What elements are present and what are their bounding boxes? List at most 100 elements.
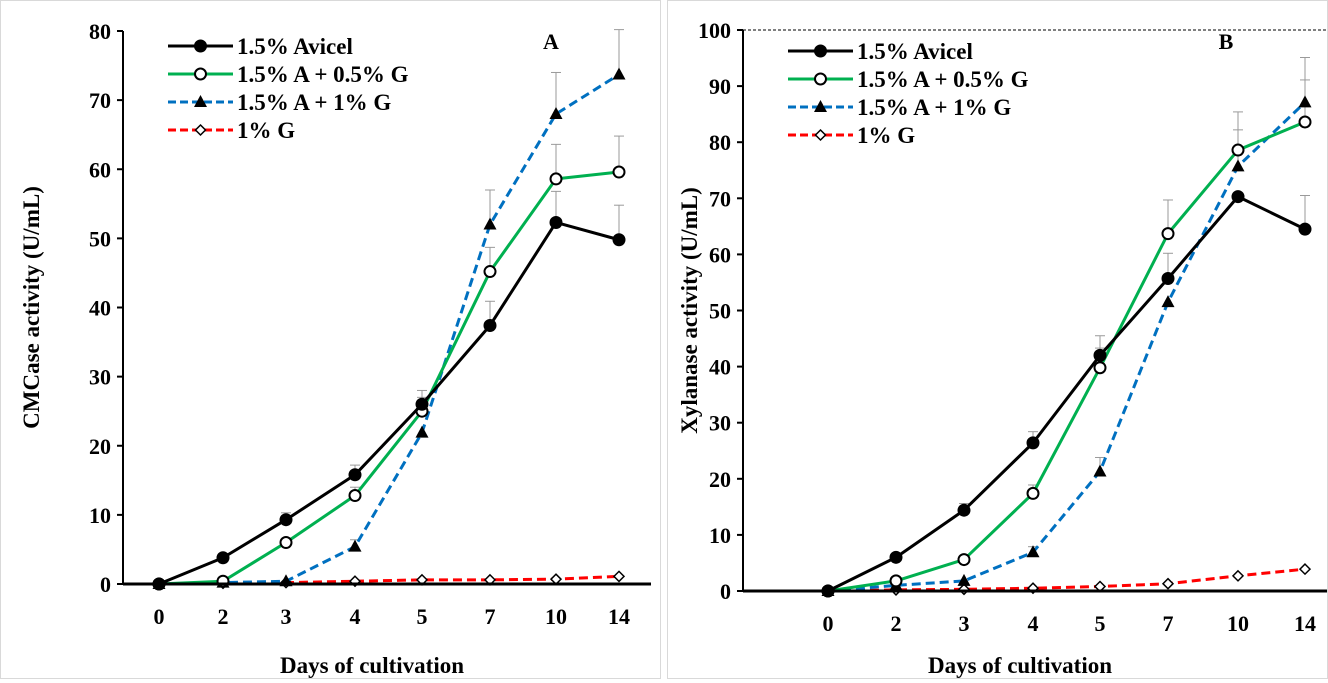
data-point: [1026, 436, 1040, 450]
data-point: [483, 217, 497, 230]
series-line: [827, 567, 1306, 593]
x-tick-label: 7: [485, 604, 496, 629]
x-tick-label: 10: [1227, 611, 1249, 636]
data-point: [348, 489, 362, 503]
data-point: [957, 553, 971, 567]
x-tick-label: 10: [545, 604, 567, 629]
series-line: [158, 73, 620, 586]
legend-label: 1.5% A + 1% G: [237, 90, 391, 115]
legend-marker: [194, 95, 207, 107]
data-point: [1161, 272, 1175, 286]
series-line: [158, 170, 620, 586]
data-point: [612, 570, 626, 583]
y-tick-label: 90: [709, 74, 731, 99]
x-axis-title: Days of cultivation: [280, 653, 464, 678]
x-tick-label: 4: [1028, 611, 1039, 636]
legend-label: 1% G: [237, 118, 295, 143]
chart-panel-b: 0 10 20 30 40 50 60 70 80 90 100 Xylanase activity …: [667, 0, 1328, 679]
data-point: [612, 67, 626, 80]
data-point: [483, 265, 497, 279]
legend-label: 1.5% A + 0.5% G: [857, 67, 1029, 92]
y-tick-label: 60: [89, 157, 111, 182]
data-point: [1298, 222, 1312, 236]
data-point: [483, 318, 497, 332]
x-tick-label: 5: [1095, 611, 1106, 636]
legend-label: 1.5% Avicel: [237, 34, 353, 59]
x-tick-label: 2: [891, 611, 902, 636]
legend-label: 1% G: [857, 123, 915, 148]
y-axis-title: CMCase activity (U/mL): [19, 186, 44, 429]
series-2: [152, 67, 626, 589]
x-tick-label: 14: [608, 604, 630, 629]
y-tick-label: 20: [709, 467, 731, 492]
legend-marker: [194, 67, 207, 81]
series-1: [821, 115, 1312, 598]
series-line: [827, 120, 1306, 593]
data-point: [415, 425, 429, 438]
panel-label: A: [543, 29, 559, 54]
data-point: [279, 536, 293, 550]
y-tick-label: 40: [89, 296, 111, 321]
data-point: [889, 550, 903, 564]
series-0: [821, 190, 1312, 598]
y-tick-label: 60: [709, 242, 731, 267]
legend-marker: [814, 100, 827, 112]
y-tick-label: 70: [89, 88, 111, 113]
chart-panel-a: 0 10 20 30 40 50 60 70 80 CMCase activity (U/mL) 0…: [0, 0, 661, 679]
data-point: [1298, 95, 1312, 108]
y-tick-label: 10: [709, 523, 731, 548]
data-point: [415, 397, 429, 411]
x-tick-label: 7: [1163, 611, 1174, 636]
legend: 1.5% Avicel 1.5% A + 0.5% G 1.5% A + 1% G 1…: [168, 34, 409, 143]
cmcase-chart: 0 10 20 30 40 50 60 70 80 CMCase activity (U/mL) 0…: [19, 19, 651, 678]
series-line: [827, 195, 1306, 593]
legend-label: 1.5% A + 1% G: [857, 95, 1011, 120]
data-point: [1231, 190, 1245, 204]
y-tick-label: 70: [709, 186, 731, 211]
y-tick-label: 0: [100, 572, 111, 597]
x-tick-label: 14: [1294, 611, 1316, 636]
y-tick-label: 80: [89, 19, 111, 44]
legend-marker: [814, 44, 827, 58]
series-line: [158, 220, 620, 586]
data-point: [1161, 577, 1175, 590]
data-point: [549, 172, 563, 186]
legend-marker: [814, 128, 827, 142]
data-point: [348, 468, 362, 482]
data-point: [1231, 569, 1245, 582]
x-axis-title: Days of cultivation: [928, 653, 1112, 678]
y-tick-label: 100: [698, 18, 731, 43]
legend-label: 1.5% Avicel: [857, 39, 973, 64]
series-3: [821, 563, 1312, 598]
y-tick-label: 30: [709, 411, 731, 436]
data-point: [279, 513, 293, 527]
data-point: [1026, 545, 1040, 558]
y-tick-label: 50: [709, 299, 731, 324]
x-tick-label: 0: [154, 604, 165, 629]
x-tick-label: 3: [281, 604, 292, 629]
data-point: [1161, 295, 1175, 308]
series-line: [827, 101, 1307, 593]
y-tick-label: 50: [89, 226, 111, 251]
data-point: [612, 165, 626, 179]
data-point: [1093, 361, 1107, 375]
data-point: [612, 233, 626, 247]
data-point: [1231, 143, 1245, 157]
y-tick-label: 20: [89, 434, 111, 459]
error-bars-0: [281, 190, 624, 520]
legend-marker: [814, 72, 827, 86]
data-point: [348, 539, 362, 552]
data-point: [1298, 115, 1312, 129]
y-tick-label: 30: [89, 365, 111, 390]
panel-label: B: [1219, 29, 1234, 54]
data-point: [889, 574, 903, 588]
series-1: [152, 165, 626, 591]
data-point: [216, 551, 230, 565]
series-0: [152, 215, 626, 591]
series-2: [821, 95, 1312, 596]
x-tick-label: 5: [417, 604, 428, 629]
data-point: [1231, 159, 1245, 172]
data-point: [1093, 348, 1107, 362]
y-tick-label: 10: [89, 503, 111, 528]
data-point: [1026, 486, 1040, 500]
